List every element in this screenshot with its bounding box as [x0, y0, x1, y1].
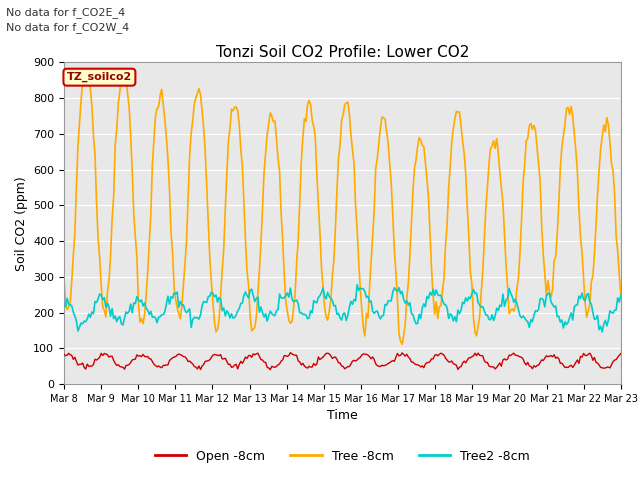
Text: No data for f_CO2W_4: No data for f_CO2W_4 [6, 22, 130, 33]
Legend: Open -8cm, Tree -8cm, Tree2 -8cm: Open -8cm, Tree -8cm, Tree2 -8cm [150, 445, 534, 468]
Text: TZ_soilco2: TZ_soilco2 [67, 72, 132, 82]
Title: Tonzi Soil CO2 Profile: Lower CO2: Tonzi Soil CO2 Profile: Lower CO2 [216, 45, 469, 60]
X-axis label: Time: Time [327, 409, 358, 422]
Text: No data for f_CO2E_4: No data for f_CO2E_4 [6, 7, 125, 18]
Y-axis label: Soil CO2 (ppm): Soil CO2 (ppm) [15, 176, 28, 271]
